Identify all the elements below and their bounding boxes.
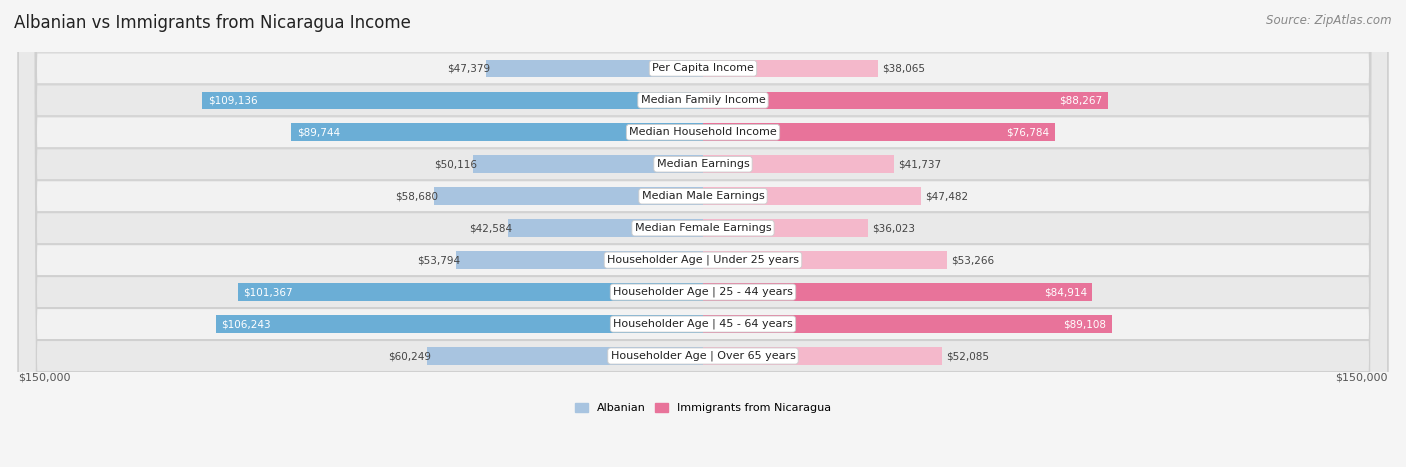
FancyBboxPatch shape: [18, 0, 1388, 467]
Bar: [215, 315, 703, 333]
Text: Householder Age | Over 65 years: Householder Age | Over 65 years: [610, 351, 796, 361]
FancyBboxPatch shape: [18, 0, 1388, 467]
Text: Householder Age | 45 - 64 years: Householder Age | 45 - 64 years: [613, 319, 793, 329]
Text: $47,379: $47,379: [447, 64, 489, 73]
Legend: Albanian, Immigrants from Nicaragua: Albanian, Immigrants from Nicaragua: [571, 398, 835, 417]
Bar: [485, 60, 703, 77]
Text: Per Capita Income: Per Capita Income: [652, 64, 754, 73]
Bar: [703, 315, 1112, 333]
Text: Median Household Income: Median Household Income: [628, 127, 778, 137]
FancyBboxPatch shape: [18, 0, 1388, 467]
Text: $60,249: $60,249: [388, 351, 430, 361]
Bar: [291, 123, 703, 141]
Text: Householder Age | 25 - 44 years: Householder Age | 25 - 44 years: [613, 287, 793, 297]
Text: $109,136: $109,136: [208, 95, 257, 105]
FancyBboxPatch shape: [18, 0, 1388, 467]
FancyBboxPatch shape: [18, 0, 1388, 467]
Text: $89,108: $89,108: [1063, 319, 1107, 329]
Text: $101,367: $101,367: [243, 287, 294, 297]
Text: $42,584: $42,584: [468, 223, 512, 233]
Text: $41,737: $41,737: [898, 159, 942, 169]
Bar: [703, 219, 869, 237]
Text: Source: ZipAtlas.com: Source: ZipAtlas.com: [1267, 14, 1392, 27]
Bar: [202, 92, 703, 109]
Text: Albanian vs Immigrants from Nicaragua Income: Albanian vs Immigrants from Nicaragua In…: [14, 14, 411, 32]
Text: $84,914: $84,914: [1043, 287, 1087, 297]
Bar: [457, 251, 703, 269]
Text: $50,116: $50,116: [434, 159, 477, 169]
Text: $38,065: $38,065: [882, 64, 925, 73]
Bar: [508, 219, 703, 237]
Text: $76,784: $76,784: [1007, 127, 1050, 137]
Bar: [238, 283, 703, 301]
Bar: [703, 347, 942, 365]
Text: $150,000: $150,000: [18, 372, 70, 382]
Text: Median Male Earnings: Median Male Earnings: [641, 191, 765, 201]
Text: $52,085: $52,085: [946, 351, 988, 361]
Text: $89,744: $89,744: [297, 127, 340, 137]
Text: $106,243: $106,243: [221, 319, 271, 329]
FancyBboxPatch shape: [18, 0, 1388, 467]
Text: $58,680: $58,680: [395, 191, 439, 201]
Text: $88,267: $88,267: [1059, 95, 1102, 105]
Bar: [703, 60, 877, 77]
Bar: [474, 156, 703, 173]
Bar: [703, 251, 948, 269]
Text: $53,794: $53,794: [418, 255, 460, 265]
Bar: [703, 92, 1108, 109]
Bar: [434, 187, 703, 205]
Text: Median Family Income: Median Family Income: [641, 95, 765, 105]
Text: Householder Age | Under 25 years: Householder Age | Under 25 years: [607, 255, 799, 265]
FancyBboxPatch shape: [18, 0, 1388, 467]
Bar: [703, 283, 1092, 301]
Bar: [703, 187, 921, 205]
Bar: [426, 347, 703, 365]
Text: $53,266: $53,266: [952, 255, 994, 265]
FancyBboxPatch shape: [18, 0, 1388, 467]
Text: $150,000: $150,000: [1336, 372, 1388, 382]
Bar: [703, 156, 894, 173]
Text: Median Female Earnings: Median Female Earnings: [634, 223, 772, 233]
FancyBboxPatch shape: [18, 0, 1388, 467]
FancyBboxPatch shape: [18, 0, 1388, 467]
Text: Median Earnings: Median Earnings: [657, 159, 749, 169]
Text: $36,023: $36,023: [872, 223, 915, 233]
Bar: [703, 123, 1054, 141]
Text: $47,482: $47,482: [925, 191, 969, 201]
